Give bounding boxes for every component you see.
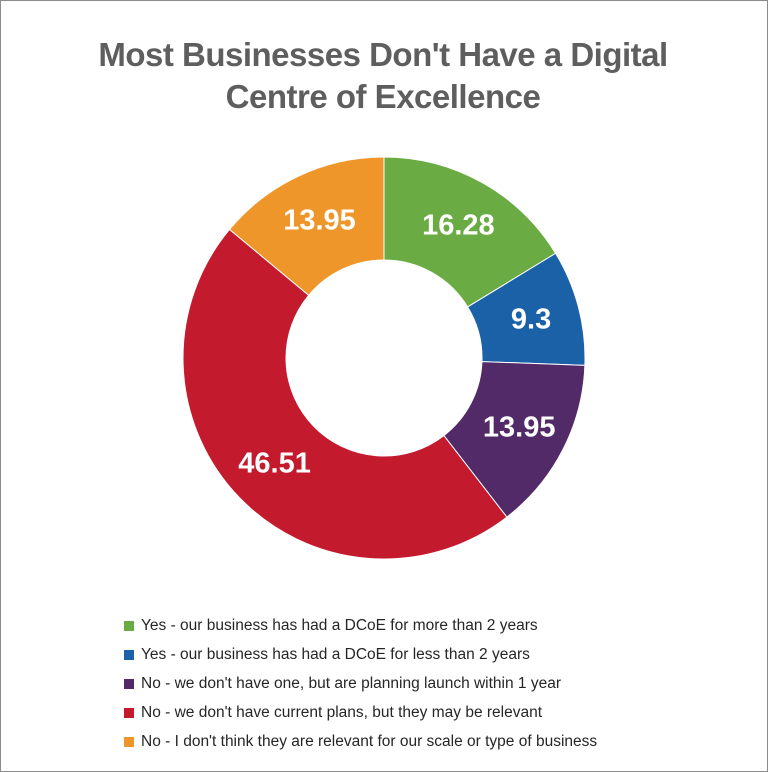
legend-item-2: Yes - our business has had a DCoE for le… bbox=[124, 640, 597, 669]
chart-legend: Yes - our business has had a DCoE for mo… bbox=[124, 611, 597, 756]
slice-value-label-4: 46.51 bbox=[238, 447, 311, 479]
legend-label-4: No - we don't have current plans, but th… bbox=[141, 703, 543, 721]
donut-slice-1 bbox=[383, 156, 557, 308]
donut-slice-4 bbox=[182, 228, 508, 560]
legend-item-4: No - we don't have current plans, but th… bbox=[124, 698, 597, 727]
legend-label-2: Yes - our business has had a DCoE for le… bbox=[141, 645, 530, 663]
legend-swatch-3 bbox=[124, 678, 134, 689]
chart-title-line-1: Most Businesses Don't Have a Digital bbox=[98, 36, 668, 73]
legend-item-5: No - I don't think they are relevant for… bbox=[124, 727, 597, 756]
slice-value-label-5: 13.95 bbox=[283, 204, 356, 236]
legend-item-1: Yes - our business has had a DCoE for mo… bbox=[124, 611, 597, 640]
chart-title: Most Businesses Don't Have a Digital Cen… bbox=[0, 34, 766, 118]
donut-chart: 16.28 9.3 13.95 46.51 13.95 bbox=[182, 156, 586, 560]
slice-value-label-3: 13.95 bbox=[483, 412, 556, 444]
legend-label-3: No - we don't have one, but are planning… bbox=[141, 674, 562, 692]
legend-label-5: No - I don't think they are relevant for… bbox=[141, 732, 598, 750]
chart-title-line-2: Centre of Excellence bbox=[225, 78, 541, 115]
legend-swatch-4 bbox=[124, 707, 134, 718]
legend-swatch-2 bbox=[124, 649, 134, 660]
legend-swatch-5 bbox=[124, 736, 134, 747]
donut-slice-5 bbox=[228, 156, 385, 297]
legend-label-1: Yes - our business has had a DCoE for mo… bbox=[141, 616, 538, 634]
slice-value-label-1: 16.28 bbox=[422, 209, 495, 241]
legend-item-3: No - we don't have one, but are planning… bbox=[124, 669, 597, 698]
legend-swatch-1 bbox=[124, 620, 134, 631]
slice-value-label-2: 9.3 bbox=[511, 304, 551, 336]
